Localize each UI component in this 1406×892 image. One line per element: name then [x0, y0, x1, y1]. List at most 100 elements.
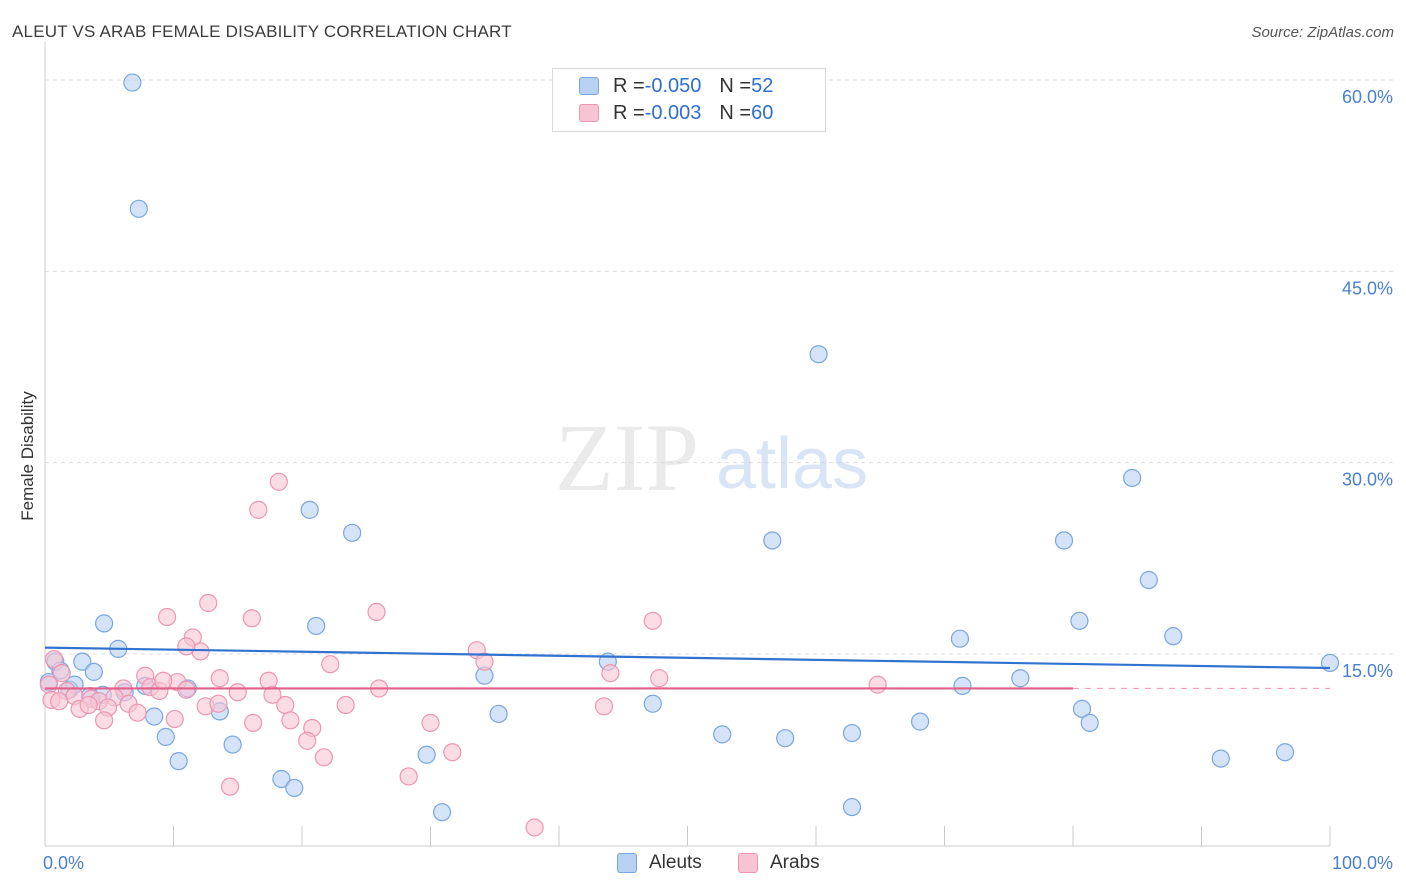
arab-point — [50, 692, 69, 711]
arab-point — [298, 731, 317, 750]
aleut-point — [1054, 531, 1074, 550]
arab-point — [244, 713, 263, 732]
aleut-point — [1080, 713, 1099, 732]
arab-point — [475, 652, 494, 671]
aleut-point — [145, 707, 164, 726]
aleut-point — [489, 704, 508, 724]
arab-point — [643, 611, 662, 630]
aleut-point — [1070, 611, 1089, 630]
legend-n-label: N = — [719, 101, 752, 124]
legend-r-value: -0.003 — [644, 101, 702, 124]
aleut-point — [953, 676, 972, 695]
arab-point — [321, 655, 340, 674]
legend-row-aleut: R = -0.050 N = 52 — [579, 74, 773, 98]
arab-point — [443, 743, 462, 762]
arab-point — [314, 748, 333, 767]
legend-n-value: 52 — [751, 74, 774, 97]
arab-point — [399, 767, 418, 786]
aleut-point — [123, 73, 142, 92]
aleut-point — [950, 629, 970, 648]
aleut-point — [1164, 627, 1183, 646]
arab-point — [868, 675, 887, 694]
arab-point — [421, 713, 440, 732]
aleut-point — [300, 500, 319, 519]
arab-point — [39, 675, 58, 694]
legend-swatch-arab — [579, 104, 599, 122]
watermark: ZIP atlas — [555, 404, 868, 511]
arab-point — [210, 669, 229, 688]
arab-point — [79, 695, 98, 715]
chart-source: Source: ZipAtlas.com — [1251, 24, 1394, 41]
arab-point — [154, 671, 173, 690]
arab-point — [249, 500, 268, 519]
trend-layer — [44, 646, 1331, 690]
aleut-trend-line — [44, 646, 1331, 670]
aleut-point — [763, 531, 782, 550]
y-tick-label: 15.0% — [1342, 661, 1393, 681]
points-layer — [39, 73, 1340, 837]
aleut-point — [417, 745, 436, 764]
arab-point — [269, 472, 288, 491]
arab-point — [220, 777, 240, 796]
bottom-legend-arab: Arabs — [738, 852, 820, 874]
aleut-point — [1211, 749, 1230, 768]
aleut-point — [156, 727, 175, 747]
aleut-point — [129, 199, 148, 218]
legend-r-label: R = — [613, 74, 645, 97]
arab-point — [336, 695, 355, 715]
bottom-legend-aleut: Aleuts — [617, 852, 702, 874]
aleut-point — [95, 614, 114, 633]
x-tick-label-left: 0.0% — [43, 853, 84, 873]
arab-point — [228, 683, 247, 702]
aleut-point — [1139, 570, 1158, 590]
y-tick-label: 45.0% — [1342, 278, 1393, 298]
legend-r-label: R = — [613, 101, 645, 124]
arab-point — [209, 694, 228, 713]
y-tick-label: 60.0% — [1342, 87, 1393, 107]
aleut-point — [272, 769, 291, 789]
aleut-point — [1011, 669, 1030, 688]
aleut-point — [842, 723, 862, 743]
aleut-point — [307, 616, 326, 636]
aleut-point — [343, 523, 362, 542]
arab-point — [281, 711, 300, 730]
arab-point — [276, 695, 295, 715]
watermark-atlas: atlas — [716, 424, 868, 504]
aleut-point — [1275, 743, 1295, 762]
aleut-point — [776, 729, 795, 748]
aleut-point — [73, 652, 92, 671]
aleut-point — [713, 725, 732, 744]
aleut-point — [842, 797, 862, 817]
arab-point — [263, 685, 282, 704]
aleut-point — [223, 735, 242, 754]
aleut-point — [432, 803, 452, 822]
arab-point — [594, 697, 614, 716]
arab-point — [177, 680, 196, 699]
aleut-point — [169, 752, 188, 771]
watermark-zip: ZIP — [555, 404, 699, 511]
aleut-point — [285, 778, 304, 798]
chart-title: ALEUT VS ARAB FEMALE DISABILITY CORRELAT… — [12, 22, 512, 41]
axis-layer — [44, 41, 1331, 847]
arab-point — [367, 602, 386, 622]
arab-point — [601, 664, 620, 683]
arab-point — [525, 818, 544, 837]
legend-row-arab: R = -0.003 N = 60 — [579, 101, 773, 125]
bottom-legend: Aleuts Arabs — [0, 852, 1406, 878]
legend: R = -0.050 N = 52 R = -0.003 N = 60 — [552, 68, 826, 132]
aleut-point — [809, 345, 828, 364]
arab-point — [128, 703, 147, 722]
arab-point — [177, 637, 196, 656]
legend-swatch-aleut — [579, 77, 599, 95]
bottom-legend-label-arab: Arabs — [770, 852, 820, 873]
bottom-legend-swatch-arab — [738, 853, 758, 873]
arab-point — [242, 609, 261, 628]
aleut-point — [1123, 468, 1142, 488]
legend-n-label: N = — [719, 74, 752, 97]
tick-label-layer: 15.0% 30.0% 45.0% 60.0% 0.0% 100.0% — [43, 87, 1393, 873]
arab-point — [157, 607, 177, 627]
arab-point — [165, 709, 184, 729]
aleut-point — [910, 712, 930, 731]
aleut-point — [643, 694, 662, 713]
